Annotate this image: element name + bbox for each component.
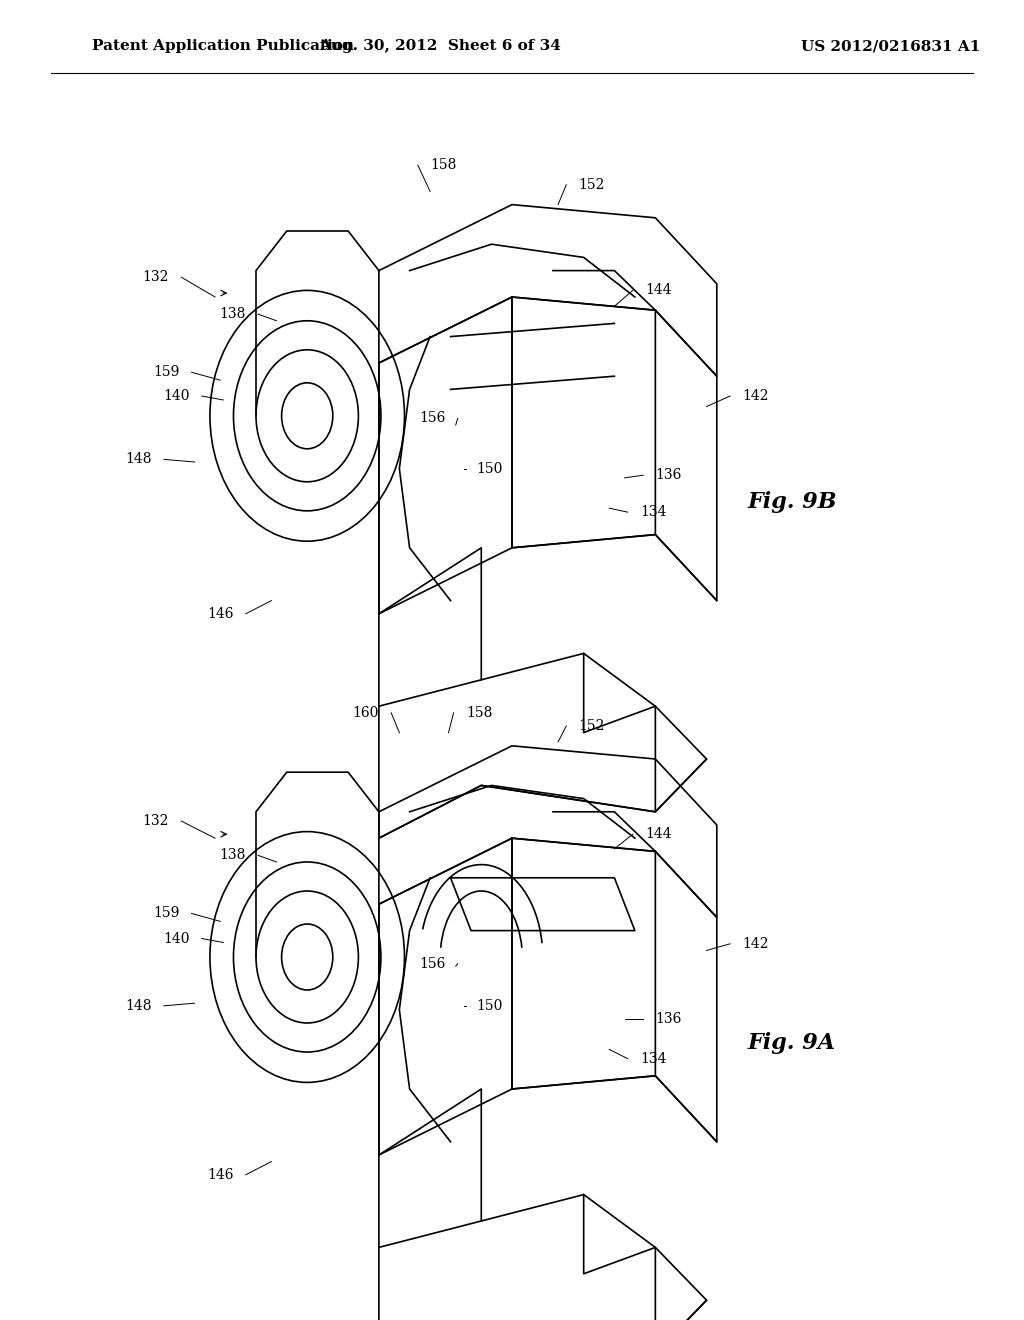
Text: Fig. 9A: Fig. 9A — [748, 1032, 836, 1053]
Text: 140: 140 — [163, 389, 189, 403]
Text: Aug. 30, 2012  Sheet 6 of 34: Aug. 30, 2012 Sheet 6 of 34 — [319, 40, 561, 53]
Text: US 2012/0216831 A1: US 2012/0216831 A1 — [801, 40, 981, 53]
Text: 132: 132 — [142, 271, 169, 284]
Text: 138: 138 — [219, 849, 246, 862]
Text: 159: 159 — [153, 366, 179, 379]
Text: 142: 142 — [742, 389, 769, 403]
Text: Patent Application Publication: Patent Application Publication — [92, 40, 354, 53]
Text: 150: 150 — [476, 462, 503, 475]
Text: 148: 148 — [125, 999, 152, 1012]
Text: 138: 138 — [219, 308, 246, 321]
Text: 158: 158 — [466, 706, 493, 719]
Text: 146: 146 — [207, 607, 233, 620]
Text: 152: 152 — [579, 178, 605, 191]
Text: 136: 136 — [655, 469, 682, 482]
Text: 134: 134 — [640, 1052, 667, 1065]
Text: 156: 156 — [419, 412, 445, 425]
Text: Fig. 9B: Fig. 9B — [748, 491, 837, 512]
Text: 150: 150 — [476, 999, 503, 1012]
Text: 142: 142 — [742, 937, 769, 950]
Text: 134: 134 — [640, 506, 667, 519]
Text: 158: 158 — [430, 158, 457, 172]
Text: 146: 146 — [207, 1168, 233, 1181]
Text: 156: 156 — [419, 957, 445, 970]
Text: 152: 152 — [579, 719, 605, 733]
Text: 132: 132 — [142, 814, 169, 828]
Text: 144: 144 — [645, 828, 672, 841]
Text: 148: 148 — [125, 453, 152, 466]
Text: 144: 144 — [645, 284, 672, 297]
Text: 159: 159 — [153, 907, 179, 920]
Text: 140: 140 — [163, 932, 189, 945]
Text: 136: 136 — [655, 1012, 682, 1026]
Text: 160: 160 — [352, 706, 379, 719]
